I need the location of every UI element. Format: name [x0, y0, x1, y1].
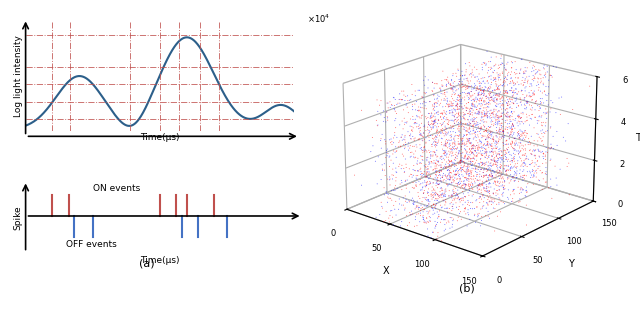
Text: ON events: ON events — [93, 184, 140, 193]
Y-axis label: Spike: Spike — [14, 206, 23, 230]
X-axis label: Time(μs): Time(μs) — [140, 132, 180, 141]
X-axis label: Time(μs): Time(μs) — [140, 255, 180, 265]
Y-axis label: Y: Y — [568, 259, 573, 269]
Y-axis label: Log light intensity: Log light intensity — [14, 35, 23, 117]
Text: $\times 10^4$: $\times 10^4$ — [307, 13, 330, 25]
X-axis label: X: X — [383, 266, 390, 276]
Text: OFF events: OFF events — [66, 240, 116, 249]
Text: (b): (b) — [460, 283, 475, 293]
Text: (a): (a) — [140, 259, 155, 268]
